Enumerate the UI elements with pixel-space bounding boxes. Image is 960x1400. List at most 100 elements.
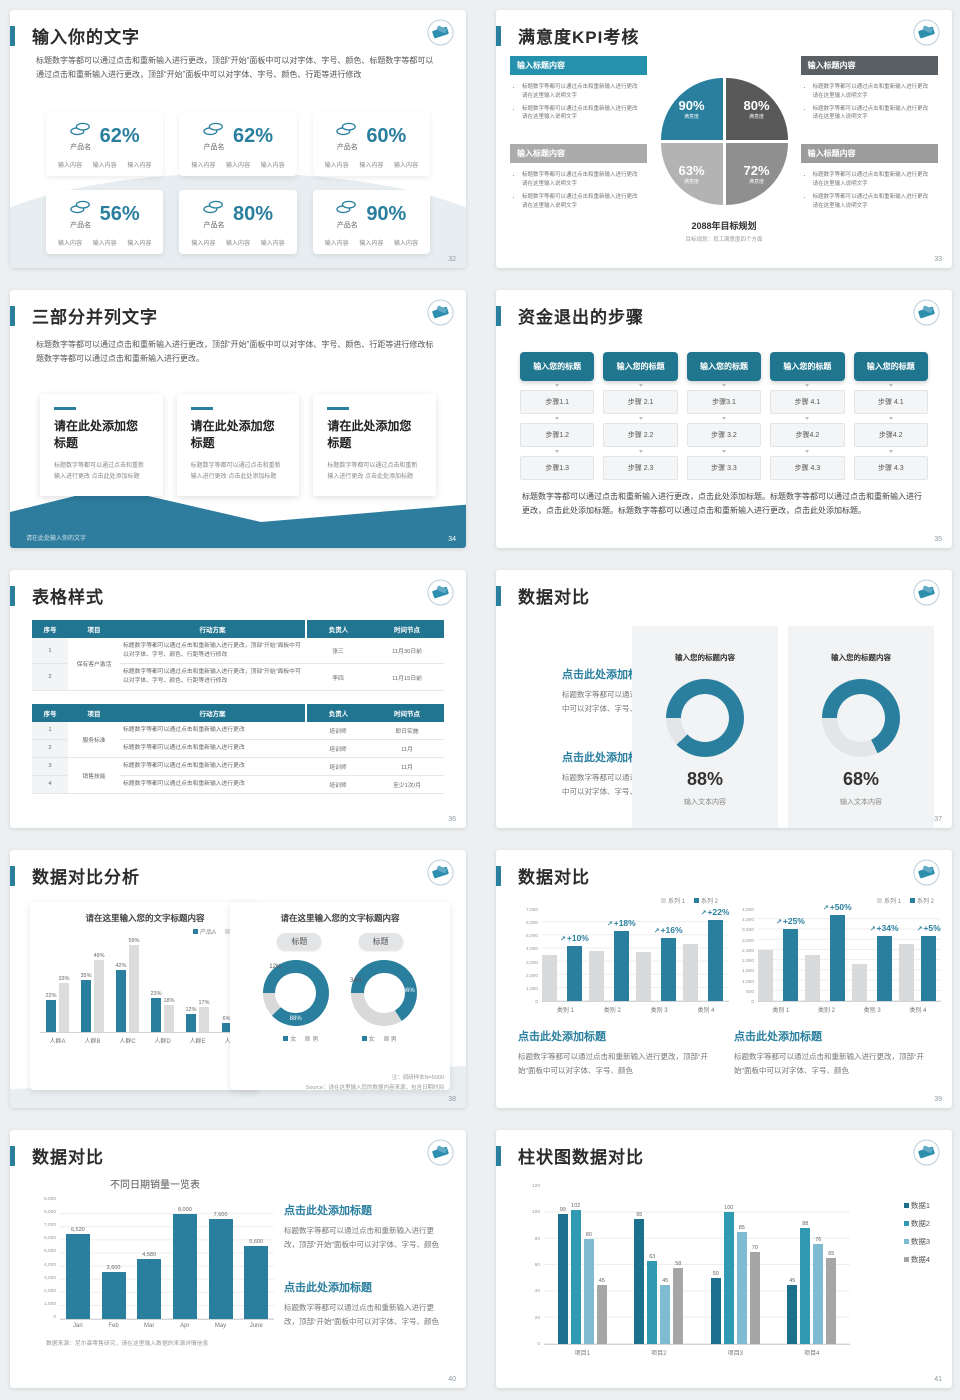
bar — [588, 951, 604, 1001]
slide-36-thumbnail[interactable]: 表格样式 序号 项目 行动方案 负责人 时间节点 1 保有客户激活 标题数字等都可以通过点击… — [10, 570, 466, 828]
step-item: 步骤 3.2 — [686, 423, 762, 447]
step-column-header: 输入您的标题 — [520, 352, 595, 381]
card-item: 输入内容 — [92, 241, 117, 247]
card-item: 输入内容 — [393, 163, 418, 169]
page-number: 36 — [448, 816, 456, 823]
page-number: 38 — [448, 1096, 456, 1103]
slide-33-thumbnail[interactable]: 满意度KPI考核 输入标题内容标题数字等都可以通过点击和重新输入进行更改 请在这… — [496, 10, 952, 268]
dash-accent — [190, 407, 213, 410]
bar — [570, 1210, 581, 1344]
product-card: 产品名 90% 输入内容 输入内容 输入内容 — [312, 190, 430, 254]
column-header: 项目 — [68, 703, 120, 722]
bar — [782, 929, 798, 1001]
donut-card: 输入您的标题内容 68% 输入文本内容 — [788, 626, 934, 828]
kpi-box-header: 输入标题内容 — [510, 56, 648, 75]
table-row: 4 标题数字等都可以通过点击和重新输入进行更改 培训师 至少1次/月 — [32, 775, 444, 794]
card-body: 标题数字等都可以通过点击和重新输入进行更改 点击此处添加标题 — [327, 462, 418, 481]
table-row: 1 服务标准 标题数字等都可以通过点击和重新输入进行更改 培训师 即日实施 — [32, 721, 444, 758]
card-body: 标题数字等都可以通过点击和重新输入进行更改 点击此处添加标题 — [54, 462, 145, 481]
bar-chart-card: 请在这里输入您的文字标题内容 产品A产品B 22%33%35%49%42%59%… — [30, 902, 260, 1090]
slide-39-thumbnail[interactable]: 数据对比 系列 1 系列 2 0 1,000 2,000 3,000 4,000 5,000… — [496, 850, 952, 1108]
table-row: 1 保有客户激活 标题数字等都可以通过点击和重新输入进行更改，顶部“开始”面板中可以… — [32, 638, 444, 691]
title-accent-bar — [10, 865, 15, 886]
card-item: 输入内容 — [225, 241, 250, 247]
slide-title: 数据对比 — [32, 1148, 104, 1167]
bar — [596, 1285, 607, 1344]
grouped-bar-chart: 0 20 40 60 80 100 120 99 102 80 45 95 63 45 58 50 100 85 7… — [520, 1184, 850, 1357]
slide-title: 数据对比 — [518, 868, 590, 887]
step-item: 步骤1.3 — [520, 456, 595, 480]
action-table-2: 序号 项目 行动方案 负责人 时间节点 1 服务标准 标题数字等都可以通过点击和重新输入进行… — [32, 703, 444, 794]
bar — [635, 952, 651, 1001]
slide-35-thumbnail[interactable]: 资金退出的步骤 输入您的标题 步骤1.1 步骤1.2 步骤1.3 输入您的标题 步骤 2… — [496, 290, 952, 548]
product-name: 产品名 — [336, 144, 358, 151]
donut-chart-card: 请在这里输入您的文字标题内容 标题 标题 12% 88% 34% 66% 女男 女男 — [230, 902, 450, 1090]
step-connector — [555, 417, 560, 420]
slide-37-thumbnail[interactable]: 数据对比 点击此处添加标题标题数字等都可以通过点击和重新输入进行更改，顶部“开始… — [496, 570, 952, 828]
bar — [244, 1246, 269, 1319]
card-title: 输入您的标题内容 — [831, 653, 891, 662]
bar — [634, 1219, 645, 1344]
bar — [723, 1212, 734, 1344]
text-block: 点击此处添加标题标题数字等都可以通过点击和重新输入进行更改，顶部“开始”面板中可… — [284, 1279, 440, 1330]
step-column: 输入您的标题 步骤 2.1 步骤 2.2 步骤 2.3 — [603, 352, 678, 480]
title-accent-bar — [496, 305, 501, 326]
block-body: 标题数字等都可以通过点击和重新输入进行更改，顶部“开始”面板中可以对字体、字号、… — [284, 1226, 439, 1250]
card-item: 输入内容 — [58, 241, 83, 247]
title-accent-bar — [496, 865, 501, 886]
kpi-bullets: 标题数字等都可以通过点击和重新输入进行更改 请在这里输入说明文字标题数字等都可以… — [510, 79, 647, 132]
step-connector — [805, 417, 810, 420]
title-accent-bar — [10, 25, 15, 46]
slide-32-thumbnail[interactable]: 输入你的文字 标题数字等都可以通过点击和重新输入进行更改，顶部“开始”面板中可以… — [10, 10, 466, 268]
kpi-bullets: 标题数字等都可以通过点击和重新输入进行更改 请在这里输入说明文字标题数字等都可以… — [801, 79, 938, 132]
column-header: 时间节点 — [370, 620, 444, 638]
percent-value: 56% — [99, 203, 140, 225]
bar — [876, 936, 892, 1001]
table-row: 3 销售技能 标题数字等都可以通过点击和重新输入进行更改 培训师 11月 — [32, 757, 444, 794]
card-item: 输入内容 — [260, 163, 285, 169]
bullet: 标题数字等都可以通过点击和重新输入进行更改 请在这里输入说明文字 — [522, 171, 643, 189]
coins-icon — [203, 199, 225, 219]
rise-arrow-icon: ↗ — [776, 919, 782, 926]
page-number: 33 — [934, 256, 942, 263]
bullet: 标题数字等都可以通过点击和重新输入进行更改 请在这里输入说明文字 — [813, 171, 934, 189]
step-connector — [888, 417, 893, 420]
bar — [673, 1268, 684, 1344]
step-connector — [805, 384, 810, 387]
dash-accent — [54, 407, 76, 410]
brand-logo-icon — [427, 299, 454, 326]
bullet: 标题数字等都可以通过点击和重新输入进行更改 请在这里输入说明文字 — [813, 83, 934, 101]
slide-41-thumbnail[interactable]: 柱状图数据对比 0 20 40 60 80 100 120 99 102 80 45 95 63 45 58… — [496, 1130, 952, 1388]
rise-arrow-icon: ↗ — [916, 926, 923, 933]
product-card: 产品名 62% 输入内容 输入内容 输入内容 — [179, 112, 297, 176]
step-item: 步骤 4.3 — [770, 456, 845, 480]
bullet: 标题数字等都可以通过点击和重新输入进行更改 请在这里输入说明文字 — [522, 105, 643, 123]
title-accent-bar — [496, 585, 501, 606]
coins-icon — [336, 121, 358, 141]
slide-34-thumbnail[interactable]: 三部分并列文字 标题数字等都可以通过点击和重新输入进行更改，顶部“开始”面板中可… — [10, 290, 466, 548]
percent-value: 88% — [686, 769, 724, 789]
slide-40-thumbnail[interactable]: 数据对比 不同日期销量一览表 0 1,000 2,000 3,000 4,000 5,00… — [10, 1130, 466, 1388]
product-cards: 产品名 62% 输入内容 输入内容 输入内容 产品名 62% 输入内容 输入内容 输入内容 产品… — [46, 112, 430, 254]
bar — [813, 1244, 824, 1344]
card-item: 输入内容 — [359, 163, 384, 169]
card-caption: 输入文本内容 — [684, 799, 726, 806]
brand-logo-icon — [913, 299, 940, 326]
coins-icon — [69, 121, 92, 141]
bar — [804, 955, 820, 1001]
slide-38-thumbnail[interactable]: 数据对比分析 请在这里输入您的文字标题内容 产品A产品B 22%33%35%49… — [10, 850, 466, 1108]
product-name: 产品名 — [70, 222, 92, 229]
bar — [736, 1232, 747, 1344]
title-accent-bar — [496, 1145, 501, 1166]
chart-title: 请在这里输入您的文字标题内容 — [280, 913, 400, 923]
step-connector — [638, 384, 643, 387]
text-card: 请在此处添加您标题 标题数字等都可以通过点击和重新输入进行更改 点击此处添加标题 — [40, 394, 163, 496]
kpi-box: 输入标题内容标题数字等都可以通过点击和重新输入进行更改 请在这里输入说明文字标题… — [800, 56, 939, 132]
percent-value: 60% — [366, 125, 407, 147]
bar — [172, 1214, 197, 1319]
bar — [566, 946, 582, 1001]
percent-value: 90% — [366, 203, 407, 225]
bar — [921, 936, 937, 1001]
brand-logo-icon — [427, 859, 454, 886]
